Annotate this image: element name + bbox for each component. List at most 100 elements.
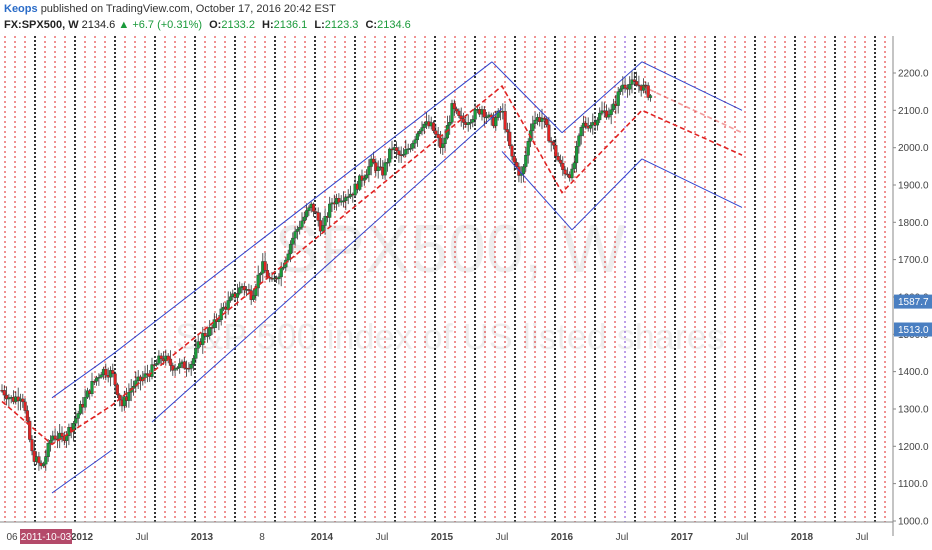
candle-up [44, 456, 48, 465]
low-label: L: [314, 19, 325, 31]
candle-up [411, 143, 415, 149]
channel-line [571, 158, 643, 231]
candle-down [395, 147, 399, 151]
time-tick-label: 2016 [551, 532, 574, 543]
candle-down [2, 390, 6, 396]
candle-down [542, 117, 546, 120]
low-value: 2123.3 [324, 19, 359, 31]
symbol-name[interactable]: FX:SPX500, W [4, 19, 79, 31]
time-axis[interactable]: 06 2012 Jul 2013 8 2014 Jul 2015 Jul 2016 Jul 2017 J… [0, 521, 893, 544]
price-marker-label: 1587.7 [898, 297, 929, 308]
candle-up [577, 135, 581, 147]
candle-up [408, 148, 413, 150]
candle-down [457, 110, 461, 116]
candle-down [510, 145, 514, 157]
candle-down [489, 114, 493, 118]
candle-down [515, 162, 519, 167]
candle-down [438, 137, 443, 148]
candle-down [104, 368, 108, 376]
candle-down [263, 261, 267, 271]
candle-up [348, 193, 353, 197]
candle-up [443, 137, 447, 145]
time-tick-label: Jul [856, 532, 869, 543]
candle-down [549, 140, 553, 143]
candle-up [607, 114, 611, 118]
time-tick-label: 2018 [791, 532, 814, 543]
candle-up [150, 364, 154, 377]
candle-up [376, 166, 380, 172]
candle-up [630, 79, 634, 85]
candle-up [341, 200, 346, 203]
candle-down [182, 361, 186, 369]
candle-down [242, 286, 246, 291]
date-marker-badge [20, 529, 72, 544]
candle-down [632, 79, 636, 82]
candle-up [385, 162, 389, 164]
up-arrow-icon: ▲ [118, 19, 130, 31]
time-tick-label: Jul [736, 532, 749, 543]
candle-up [618, 88, 623, 92]
candle-down [28, 420, 32, 440]
candle-down [556, 155, 560, 161]
candle-up [97, 377, 101, 379]
candle-down [249, 290, 253, 300]
price-axis[interactable]: 2200.02100.02000.01900.01800.01700.01600… [892, 36, 932, 536]
candle-down [30, 439, 34, 452]
candle-down [337, 198, 341, 203]
candle-down [545, 119, 549, 126]
price-tick-label: 2200.0 [898, 69, 929, 80]
candle-up [291, 237, 295, 245]
date-marker-label: 2011-10-03 [21, 532, 72, 543]
candle-up [471, 119, 475, 123]
candle-up [526, 140, 530, 156]
time-tick-label: Jul [136, 532, 149, 543]
time-tick-label: Jul [376, 532, 389, 543]
symbol-legend: FX:SPX500, W 2134.6 ▲ +6.7 (+0.31%) O:21… [4, 17, 411, 34]
candle-up [208, 327, 212, 336]
candle-up [388, 148, 392, 163]
candle-up [235, 293, 239, 298]
candle-down [171, 365, 175, 371]
candle-down [512, 155, 516, 163]
channel-line [491, 61, 563, 134]
candle-down [623, 84, 627, 89]
time-tick-label: 8 [259, 532, 265, 543]
candle-down [637, 84, 641, 87]
candle-up [288, 244, 293, 255]
candle-up [228, 296, 233, 301]
candle-down [111, 370, 115, 374]
candle-up [286, 253, 290, 261]
price-tick-label: 2100.0 [898, 106, 929, 117]
channel-line [111, 61, 493, 356]
candle-down [316, 212, 320, 221]
watermark-symbol: SPX500, W [274, 211, 626, 287]
candle-down [115, 384, 119, 396]
candle-down [508, 131, 512, 147]
candle-up [346, 196, 350, 198]
candle-down [187, 368, 191, 370]
candle-up [521, 166, 526, 175]
time-tick-label: 2012 [71, 532, 94, 543]
candle-up [258, 273, 263, 276]
candle-up [194, 348, 198, 359]
candle-down [503, 111, 507, 130]
candle-up [533, 119, 537, 124]
candle-up [401, 154, 406, 156]
candle-down [247, 289, 251, 291]
candle-up [305, 210, 309, 218]
candle-up [189, 364, 193, 369]
candle-down [113, 373, 117, 386]
candle-down [561, 162, 565, 170]
candle-up [609, 109, 613, 115]
candle-down [21, 398, 25, 403]
candle-up [595, 119, 599, 126]
last-price: 2134.6 [81, 19, 116, 31]
candle-up [99, 374, 103, 378]
price-marker-badge [894, 322, 932, 337]
price-tick-label: 1300.0 [898, 405, 929, 416]
midline-projection [641, 85, 743, 134]
author-name[interactable]: Keops [4, 3, 38, 15]
candle-down [371, 158, 376, 163]
candle-up [122, 396, 126, 407]
